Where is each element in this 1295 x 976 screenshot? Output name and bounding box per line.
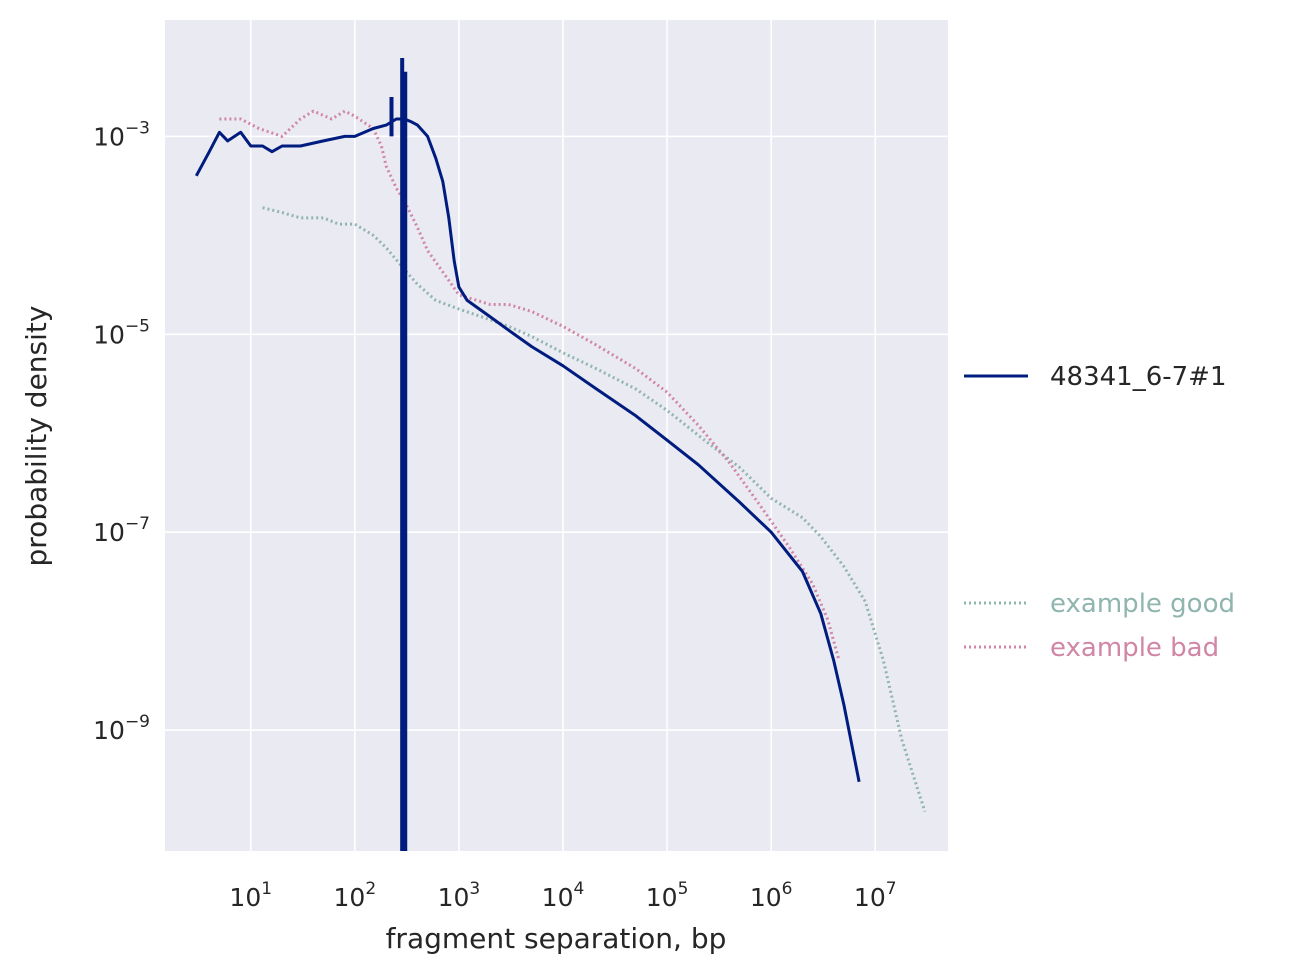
- x-tick-label: 106: [750, 879, 793, 912]
- x-tick-base: 10: [438, 883, 470, 912]
- y-tick-base: 10: [93, 320, 125, 349]
- x-tick-exponent: 4: [573, 879, 584, 899]
- x-tick-label: 107: [854, 879, 897, 912]
- y-tick-label: 10−9: [93, 712, 150, 745]
- series-line-example-bad: [219, 109, 841, 662]
- series-line-example-good: [262, 206, 927, 813]
- y-tick-base: 10: [93, 518, 125, 547]
- legend-item-example-good: example good: [964, 589, 1235, 619]
- series-layer: [194, 57, 927, 851]
- x-tick-label: 101: [229, 879, 272, 912]
- y-axis-label: probability density: [20, 306, 53, 567]
- y-tick-exponent: −5: [125, 316, 150, 336]
- x-tick-exponent: 1: [261, 879, 272, 899]
- legend-label: example good: [1050, 589, 1235, 619]
- x-tick-base: 10: [750, 883, 782, 912]
- series-line-48341-6-7-1: [194, 117, 861, 783]
- x-axis-label: fragment separation, bp: [386, 922, 727, 955]
- x-tick-exponent: 7: [886, 879, 897, 899]
- x-tick-exponent: 2: [365, 879, 376, 899]
- y-tick-exponent: −7: [125, 514, 150, 534]
- y-tick-label: 10−7: [93, 514, 150, 547]
- x-tick-exponent: 5: [678, 879, 689, 899]
- x-tick-label: 102: [334, 879, 377, 912]
- x-tick-base: 10: [646, 883, 678, 912]
- x-tick-label: 104: [542, 879, 585, 912]
- legend-label: 48341_6-7#1: [1050, 362, 1227, 392]
- y-tick-label: 10−5: [93, 316, 150, 349]
- x-tick-base: 10: [334, 883, 366, 912]
- grid-lines: [165, 20, 948, 851]
- x-tick-base: 10: [854, 883, 886, 912]
- y-tick-base: 10: [93, 122, 125, 151]
- y-tick-base: 10: [93, 716, 125, 745]
- y-tick-exponent: −9: [125, 712, 150, 732]
- x-tick-exponent: 3: [469, 879, 480, 899]
- x-tick-label: 105: [646, 879, 689, 912]
- legend-item-example-bad: example bad: [964, 633, 1219, 663]
- x-tick-base: 10: [229, 883, 261, 912]
- x-tick-exponent: 6: [782, 879, 793, 899]
- y-tick-label: 10−3: [93, 118, 150, 151]
- legend-label: example bad: [1050, 633, 1219, 663]
- plot-area: [165, 20, 948, 851]
- legend-item-48341-6-7-1: 48341_6-7#1: [964, 362, 1227, 392]
- x-tick-label: 103: [438, 879, 481, 912]
- y-tick-exponent: −3: [125, 118, 150, 138]
- x-tick-base: 10: [542, 883, 574, 912]
